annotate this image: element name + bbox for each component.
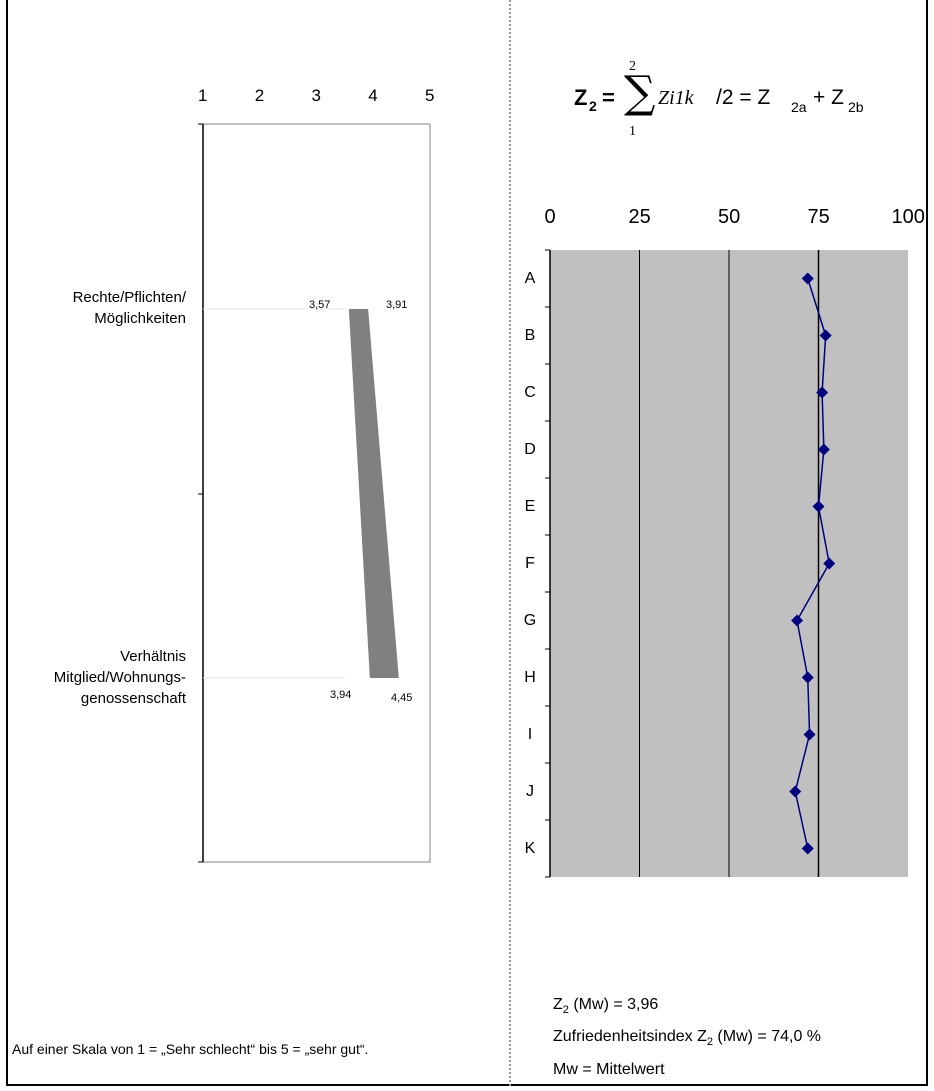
range-bar-plot-area bbox=[202, 123, 431, 863]
index-note-post: (Mw) = 74,0 % bbox=[712, 1028, 822, 1045]
line-point bbox=[789, 785, 802, 798]
formula-sum-lower: 1 bbox=[629, 124, 636, 139]
line-point bbox=[801, 842, 814, 855]
formula-equals: = bbox=[602, 85, 615, 110]
range-bar-category-line: Möglichkeiten bbox=[94, 310, 186, 327]
divider bbox=[509, 0, 511, 1086]
formula-sub-a: 2a bbox=[791, 99, 807, 115]
range-bar-value-label: 3,91 bbox=[386, 299, 408, 311]
range-bar-category-label: Verhältnis Mitglied/Wohnungs-genossenscha… bbox=[54, 646, 186, 709]
line-x-tick-label: 0 bbox=[544, 206, 556, 228]
range-bar-shape bbox=[348, 309, 399, 678]
range-bar-category-label: Rechte/Pflichten/Möglichkeiten bbox=[73, 287, 186, 329]
mw-legend: Mw = Mittelwert bbox=[553, 1061, 665, 1078]
range-bar-category-line: Mitglied/Wohnungs- bbox=[53, 669, 186, 686]
range-bar-x-tick-label: 1 bbox=[198, 86, 208, 105]
line-category-label: J bbox=[526, 782, 534, 800]
line-category-label: I bbox=[527, 725, 533, 743]
mw-note-sub: 2 bbox=[562, 1004, 569, 1017]
line-point bbox=[823, 557, 836, 570]
range-bar-x-tick-label: 2 bbox=[254, 86, 265, 105]
index-note-pre: Zufriedenheitsindex Z bbox=[553, 1028, 707, 1045]
formula-z-symbol: Z bbox=[574, 85, 588, 110]
line-category-label: H bbox=[524, 668, 536, 686]
sum-icon: ∑ bbox=[624, 67, 656, 118]
mw-note-post: (Mw) = 3,96 bbox=[568, 996, 659, 1013]
index-note: Zufriedenheitsindex Z2 (Mw) = 74,0 % bbox=[553, 1028, 821, 1048]
formula-term: Zi1k bbox=[658, 87, 694, 109]
line-category-label: E bbox=[524, 497, 536, 515]
line-point bbox=[791, 614, 804, 627]
line-category-label: C bbox=[524, 383, 536, 401]
range-bar-category-line: Verhältnis bbox=[120, 648, 186, 665]
line-point bbox=[803, 728, 816, 741]
formula-plus: + Z bbox=[813, 86, 844, 109]
footnote: Auf einer Skala von 1 = „Sehr schlecht“ … bbox=[12, 1041, 369, 1057]
line-category-label: K bbox=[524, 839, 536, 857]
line-category-label: G bbox=[523, 611, 537, 629]
formula-sub-b: 2b bbox=[848, 99, 864, 115]
range-bar-x-tick-label: 4 bbox=[368, 86, 378, 105]
formula-z-subscript: 2 bbox=[589, 98, 597, 114]
line-point bbox=[819, 329, 832, 342]
line-x-tick-label: 100 bbox=[891, 206, 925, 228]
line-x-tick-label: 50 bbox=[718, 206, 741, 228]
line-category-label: B bbox=[524, 326, 536, 344]
range-bar-x-tick-label: 3 bbox=[311, 86, 321, 105]
frame bbox=[6, 0, 928, 1086]
formula-divide: /2 = Z bbox=[716, 86, 771, 109]
line-x-tick-label: 25 bbox=[628, 206, 651, 228]
line-point bbox=[801, 272, 814, 285]
range-bar-category-line: Rechte/Pflichten/ bbox=[72, 289, 186, 306]
line-point bbox=[801, 671, 814, 684]
line-point bbox=[817, 443, 830, 456]
line-x-tick-label: 75 bbox=[807, 206, 830, 228]
range-bar-value-label: 3,57 bbox=[309, 299, 331, 311]
line-category-label: D bbox=[524, 440, 536, 458]
index-note-sub: 2 bbox=[706, 1036, 713, 1049]
range-bar-value-label: 4,45 bbox=[391, 692, 413, 704]
formula: Z 2 = 2 ∑ 1 Zi1k /2 = Z 2a + Z 2b bbox=[572, 56, 892, 156]
mw-note-pre: Z bbox=[553, 996, 563, 1013]
range-bar-value-label: 3,94 bbox=[330, 689, 352, 701]
line-category-label: A bbox=[524, 269, 536, 287]
line-point bbox=[812, 500, 825, 513]
range-bar-category-line: genossenschaft bbox=[80, 690, 186, 707]
range-bar-x-tick-label: 5 bbox=[425, 86, 435, 105]
formula-sum-upper: 2 bbox=[629, 59, 636, 74]
mw-note: Z2 (Mw) = 3,96 bbox=[553, 996, 658, 1016]
line-point bbox=[816, 386, 829, 399]
line-category-label: F bbox=[525, 554, 535, 572]
